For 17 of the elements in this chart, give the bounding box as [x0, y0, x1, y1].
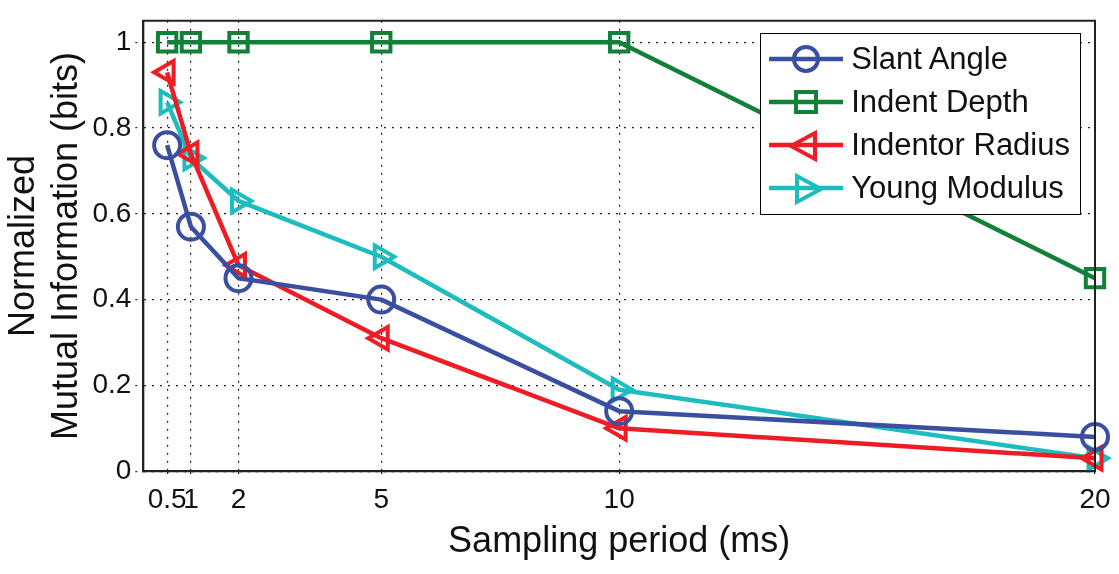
x-tick-label: 5	[373, 482, 390, 514]
legend-label: Young Modulus	[851, 170, 1064, 207]
legend-label: Indentor Radius	[851, 127, 1070, 164]
x-tick-label: 20	[1079, 482, 1111, 514]
y-tick-label: 0.8	[92, 110, 132, 142]
y-tick-label: 0.2	[92, 368, 132, 400]
x-tick-label: 2	[230, 482, 247, 514]
legend-label: Indent Depth	[851, 84, 1029, 121]
legend-label: Slant Angle	[851, 41, 1008, 78]
y-tick-label: 0	[115, 453, 132, 485]
y-axis-title: Normalized Mutual Information (bits)	[0, 51, 85, 441]
y-tick-label: 0.4	[92, 282, 132, 314]
x-axis-title: Sampling period (ms)	[448, 519, 791, 561]
x-tick-label: 10	[603, 482, 635, 514]
y-tick-label: 0.6	[92, 196, 132, 228]
x-tick-label: 0.5	[147, 482, 187, 514]
y-tick-label: 1	[115, 24, 132, 56]
